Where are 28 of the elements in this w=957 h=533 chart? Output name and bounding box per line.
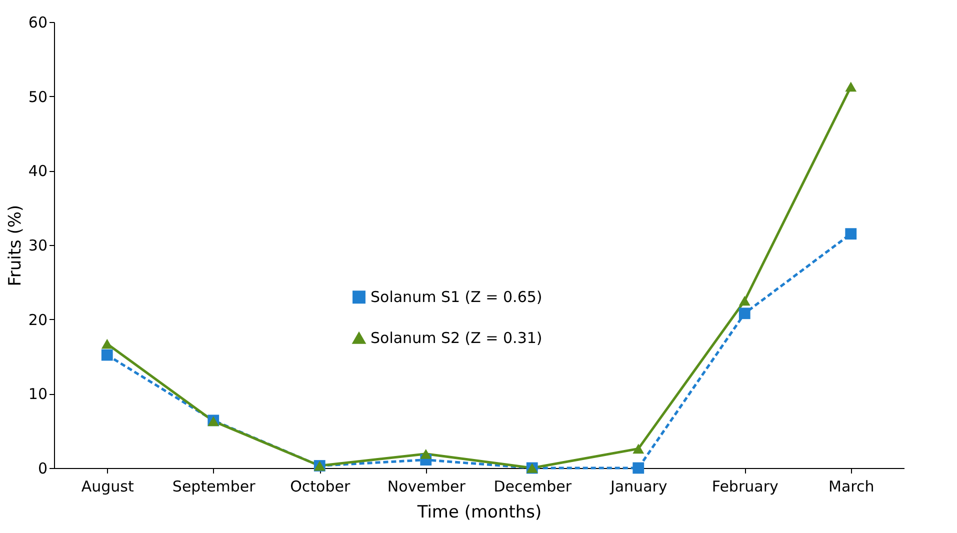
- x-tick-label: February: [712, 478, 778, 496]
- point: [420, 448, 432, 459]
- x-tick-label: August: [81, 478, 134, 496]
- point: [845, 82, 857, 92]
- x-tick-label: January: [609, 478, 668, 496]
- y-tick-label: 30: [28, 236, 48, 254]
- y-tick-label: 60: [28, 14, 48, 32]
- x-axis-title: Time (months): [416, 502, 542, 522]
- point: [632, 462, 644, 474]
- x-tick-label: March: [828, 478, 874, 496]
- y-tick-label: 0: [38, 460, 48, 478]
- point: [101, 349, 113, 361]
- point: [738, 296, 750, 306]
- legend-label: Solanum S1 (Z = 0.65): [370, 288, 542, 306]
- point: [632, 444, 644, 454]
- x-tick-label: October: [290, 478, 351, 496]
- point: [101, 338, 113, 349]
- point: [845, 228, 857, 240]
- x-tick-label: November: [387, 478, 466, 496]
- y-axis-title: Fruits (%): [5, 204, 26, 286]
- y-tick-label: 50: [28, 88, 48, 106]
- y-tick-label: 40: [28, 162, 48, 180]
- x-tick-label: December: [494, 478, 572, 496]
- legend-label: Solanum S2 (Z = 0.31): [370, 329, 542, 348]
- y-tick-label: 10: [28, 385, 48, 404]
- x-tick-label: September: [172, 478, 256, 496]
- point: [738, 308, 750, 320]
- y-tick-label: 20: [28, 310, 48, 329]
